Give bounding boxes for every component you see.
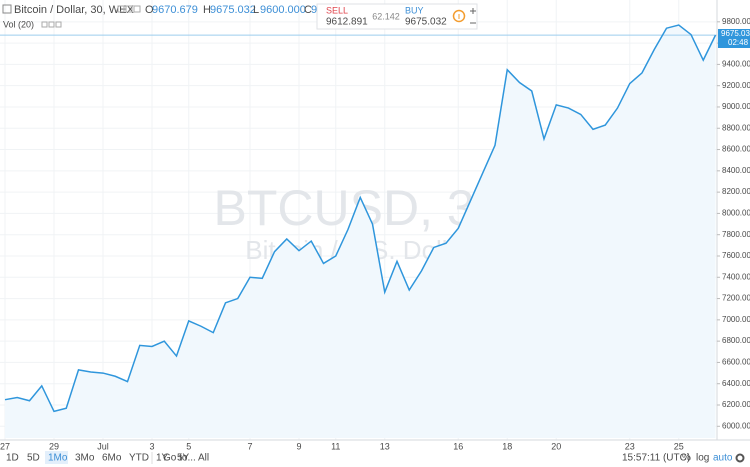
info-icon[interactable] (452, 9, 466, 23)
x-tick-label: 7 (247, 441, 252, 451)
zoom-buttons[interactable] (470, 8, 476, 24)
y-tick-label: 8600.000 (722, 145, 750, 154)
spread: 62.142 (372, 11, 400, 21)
toolbar: 1D 5D 1Mo 3Mo 6Mo YTD 1Y 5Y All (6, 451, 209, 464)
volume-icons[interactable] (41, 21, 62, 28)
collapse-icon[interactable] (2, 4, 12, 14)
x-tick-label: Jul (97, 441, 109, 451)
x-tick-label: 27 (0, 441, 10, 451)
y-tick-label: 6800.000 (722, 336, 750, 345)
y-tick-label: 8800.000 (722, 123, 750, 132)
x-tick-label: 16 (453, 441, 463, 451)
y-tick-label: 8200.000 (722, 187, 750, 196)
ohlc-label: L (253, 4, 259, 16)
x-tick-label: 23 (625, 441, 635, 451)
range-button[interactable]: 1Mo (48, 453, 68, 464)
y-tick-label: 9400.000 (722, 60, 750, 69)
range-button[interactable]: 1D (6, 453, 19, 464)
price-line (4, 24, 717, 413)
log-toggle[interactable]: log (696, 453, 709, 464)
range-button[interactable]: 1Y (156, 453, 169, 464)
plot (0, 24, 717, 438)
volume-label: Vol (20) (3, 19, 34, 29)
y-tick-label: 6600.000 (722, 358, 750, 367)
range-button[interactable]: 5Y (177, 453, 190, 464)
buy-price[interactable]: 9675.032 (405, 17, 447, 28)
y-tick-label: 8000.000 (722, 209, 750, 218)
range-button[interactable]: 5D (27, 453, 40, 464)
x-tick-label: 29 (49, 441, 59, 451)
range-button[interactable]: All (198, 453, 209, 464)
legend-icons[interactable] (117, 5, 141, 13)
x-tick-label: 11 (331, 441, 340, 451)
goto[interactable]: Go to... (163, 453, 196, 464)
y-tick-label: 7200.000 (722, 294, 750, 303)
range-button[interactable]: 3Mo (75, 453, 95, 464)
sell-label[interactable]: SELL (326, 5, 348, 15)
x-tick-label: 13 (380, 441, 390, 451)
y-tick-label: 9000.000 (722, 102, 750, 111)
y-tick-label: 9800.000 (722, 17, 750, 26)
ohlc-label: C (304, 4, 312, 16)
x-tick-label: 25 (674, 441, 684, 451)
last-price: 9675.032 (721, 29, 750, 38)
y-tick-label: 7600.000 (722, 251, 750, 260)
auto-toggle[interactable]: auto (713, 453, 733, 464)
ohlc-value: 9600.000 (260, 4, 306, 16)
x-tick-label: 9 (296, 441, 301, 451)
y-tick-label: 7400.000 (722, 272, 750, 281)
clock: 15:57:11 (UTC) (622, 453, 690, 464)
settings-icon[interactable] (735, 453, 745, 463)
symbol-title: Bitcoin / Dollar, 30, WEX (14, 4, 134, 16)
ohlc-label: H (203, 4, 211, 16)
range-button[interactable]: 6Mo (102, 453, 122, 464)
range-active-bg (45, 451, 68, 464)
ohlc-label: O (145, 4, 154, 16)
y-tick-label: 6200.000 (722, 400, 750, 409)
ohlc-value: 9670.679 (152, 4, 198, 16)
y-tick-label: 6400.000 (722, 379, 750, 388)
last-price-box (718, 29, 750, 48)
area (5, 25, 716, 438)
y-tick-label: 8400.000 (722, 166, 750, 175)
x-tick-label: 20 (551, 441, 561, 451)
range-button[interactable]: YTD (129, 453, 149, 464)
trade-panel (316, 3, 478, 30)
x-tick-label: 5 (186, 441, 191, 451)
x-tick-label: 3 (149, 441, 154, 451)
ohlc-value: 9675.032 (210, 4, 256, 16)
sell-price[interactable]: 9612.891 (326, 17, 368, 28)
y-tick-label: 7800.000 (722, 230, 750, 239)
y-tick-label: 6000.000 (722, 421, 750, 430)
countdown: 02:48 (728, 38, 749, 47)
y-tick-label: 9200.000 (722, 81, 750, 90)
percent-toggle[interactable]: % (682, 453, 691, 464)
y-tick-label: 7000.000 (722, 315, 750, 324)
buy-label[interactable]: BUY (405, 5, 424, 15)
x-tick-label: 18 (502, 441, 512, 451)
